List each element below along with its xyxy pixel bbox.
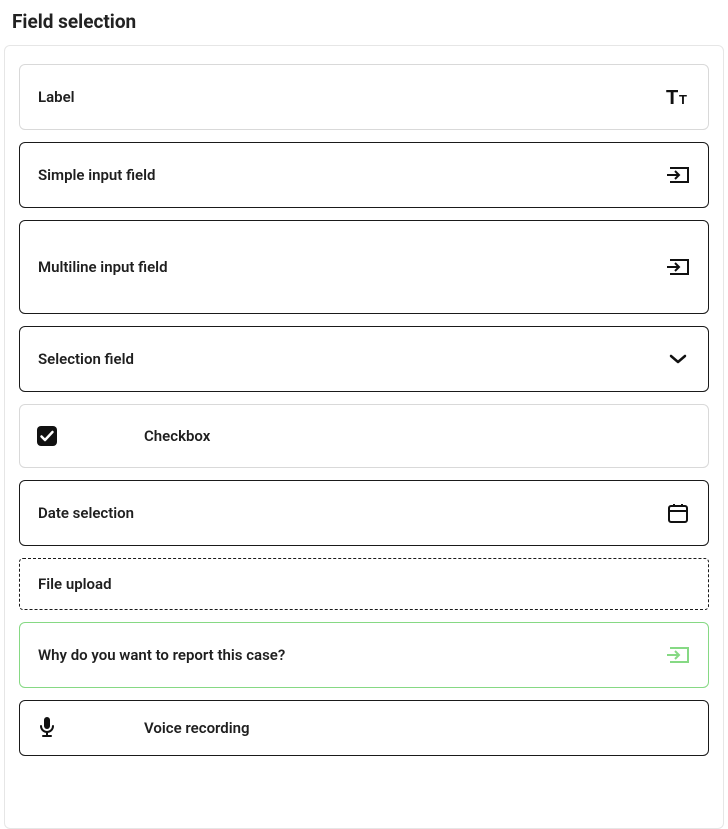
field-type-date[interactable]: Date selection — [19, 480, 709, 546]
calendar-icon — [666, 501, 690, 525]
field-selection-panel: Label T T Simple input field Multiline i… — [4, 45, 724, 829]
field-type-voice-recording[interactable]: Voice recording — [19, 700, 709, 756]
field-type-label[interactable]: Label T T — [19, 64, 709, 130]
microphone-icon — [36, 717, 58, 739]
field-label-text: Selection field — [38, 350, 666, 368]
field-label-text: Simple input field — [38, 166, 666, 184]
text-format-icon: T T — [666, 85, 690, 109]
input-icon — [666, 255, 690, 279]
page-title: Field selection — [0, 0, 728, 45]
chevron-down-icon — [666, 347, 690, 371]
field-label-text: File upload — [38, 575, 690, 593]
svg-text:T: T — [666, 87, 678, 107]
field-label-text: Voice recording — [144, 719, 690, 737]
field-label-text: Date selection — [38, 504, 666, 522]
field-type-simple-input[interactable]: Simple input field — [19, 142, 709, 208]
field-label-text: Multiline input field — [38, 258, 666, 276]
field-label-text: Checkbox — [144, 427, 690, 445]
field-type-checkbox[interactable]: Checkbox — [19, 404, 709, 468]
field-type-file-upload[interactable]: File upload — [19, 558, 709, 610]
svg-text:T: T — [679, 92, 687, 107]
field-label-text: Label — [38, 88, 666, 106]
field-label-text: Why do you want to report this case? — [38, 646, 666, 664]
input-icon — [666, 643, 690, 667]
field-type-report-reason[interactable]: Why do you want to report this case? — [19, 622, 709, 688]
input-icon — [666, 163, 690, 187]
field-type-selection[interactable]: Selection field — [19, 326, 709, 392]
field-type-multiline-input[interactable]: Multiline input field — [19, 220, 709, 314]
checkbox-checked-icon — [36, 425, 58, 447]
